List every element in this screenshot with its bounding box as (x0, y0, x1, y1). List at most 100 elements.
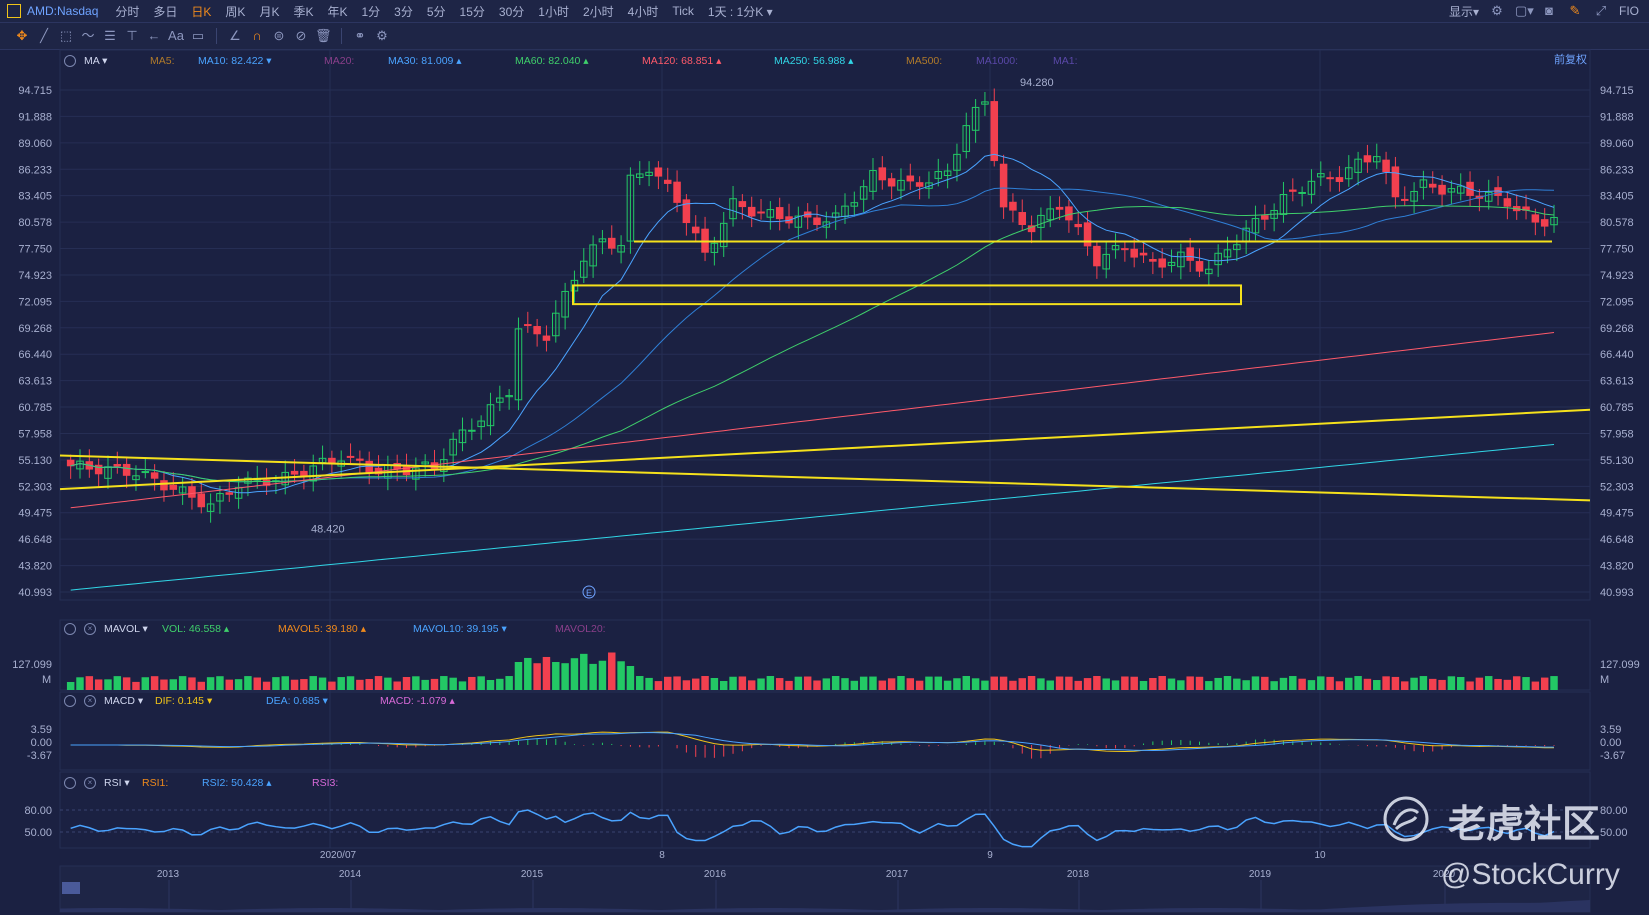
settings-icon[interactable]: ⚙ (1491, 3, 1503, 18)
volume-bar (766, 676, 775, 690)
text-tool-icon[interactable]: Aa (168, 28, 184, 43)
volume-bar (691, 678, 700, 690)
fullscreen-icon[interactable]: ⤢ (1595, 3, 1607, 18)
indicator-value: MAVOL20: (555, 623, 606, 635)
candle-body (971, 106, 980, 131)
indicator-settings-icon[interactable] (64, 623, 76, 635)
line-tool-icon[interactable]: ╱ (40, 28, 48, 43)
period-tab[interactable]: Tick (672, 4, 694, 18)
year-label: 2018 (1067, 869, 1090, 880)
navigator-handle (62, 882, 80, 894)
measure-tool-icon[interactable]: ⊤ (126, 28, 138, 43)
indicator-settings-icon[interactable] (64, 777, 76, 789)
price-tick-label: 40.993 (18, 587, 52, 599)
volume-bar (953, 678, 961, 690)
candle-body (729, 198, 737, 220)
volume-bar (66, 682, 75, 690)
candle-body (1298, 191, 1306, 194)
volume-bar (608, 652, 616, 690)
pen-icon[interactable]: ✎ (1569, 3, 1581, 18)
fib-tool-icon[interactable]: ☰ (104, 28, 116, 43)
magnet-icon[interactable]: ∩ (252, 28, 262, 43)
angle-tool-icon[interactable]: ∠ (229, 28, 241, 43)
interval-select[interactable]: 1天 : 1分K ▾ (707, 4, 773, 19)
toolbar-settings-icon[interactable]: ⚙ (376, 28, 388, 43)
period-tab[interactable]: 月K (259, 4, 280, 19)
shape-tool-icon[interactable]: ⬚ (59, 28, 73, 43)
price-tick-label: 63.613 (1600, 376, 1634, 388)
price-tick-label: 66.440 (18, 349, 52, 361)
period-tab[interactable]: 年K (327, 4, 348, 19)
indicator-settings-icon[interactable] (64, 55, 76, 67)
candle-body (1307, 180, 1316, 195)
period-tab[interactable]: 分时 (115, 4, 140, 19)
volume-bar (897, 676, 905, 690)
lock-drawings-icon[interactable]: ⊜ (273, 28, 285, 43)
high-price-label: 94.280 (1020, 77, 1054, 89)
year-label: 2019 (1249, 869, 1272, 880)
indicator-name[interactable]: MAVOL ▾ (104, 623, 148, 635)
indicator-name[interactable]: MACD ▾ (104, 695, 144, 707)
period-tab[interactable]: 季K (293, 4, 314, 19)
indicator-name[interactable]: RSI ▾ (104, 777, 130, 789)
period-tab[interactable]: 30分 (498, 4, 525, 19)
period-tab[interactable]: 5分 (426, 4, 446, 19)
period-tab[interactable]: 日K (191, 4, 212, 19)
arrow-tool-icon[interactable]: ← (147, 28, 161, 43)
period-tab[interactable]: 3分 (394, 4, 413, 19)
period-tab[interactable]: 4小时 (627, 4, 659, 19)
candle-body (206, 503, 215, 512)
candle-body (1009, 201, 1017, 211)
menu-icon[interactable] (7, 4, 21, 18)
close-indicator-icon[interactable]: × (84, 623, 96, 635)
link-icon[interactable]: ⚭ (354, 28, 366, 43)
candle-body (859, 186, 868, 200)
period-tab[interactable]: 周K (225, 4, 246, 19)
hide-drawings-icon[interactable]: ⊘ (295, 28, 307, 43)
close-indicator-icon[interactable]: × (84, 777, 96, 789)
candle-body (1018, 212, 1027, 225)
candle-body (1102, 253, 1110, 270)
volume-bar (449, 677, 457, 690)
price-tick-label: 55.130 (1600, 455, 1634, 467)
rsi-tick-label: 50.00 (1600, 827, 1628, 839)
crosshair-icon[interactable]: ✥ (16, 28, 28, 43)
volume-bar (309, 676, 317, 690)
candle-body (962, 125, 971, 152)
candle-body (925, 182, 933, 189)
delete-drawings-icon[interactable]: 🗑 (315, 28, 332, 43)
close-indicator-icon[interactable]: × (84, 695, 96, 707)
period-tab[interactable]: 2小时 (582, 4, 614, 19)
period-tab[interactable]: 多日 (153, 4, 178, 19)
candle-body (1093, 245, 1101, 267)
indicator-name[interactable]: MA ▾ (84, 55, 108, 67)
period-tab[interactable]: 1分 (361, 4, 381, 19)
layout-icon[interactable]: ▢▾ (1515, 3, 1534, 18)
fuquan-toggle[interactable]: 前复权 (1554, 54, 1587, 66)
year-label: 2016 (704, 869, 727, 880)
symbol-label[interactable]: AMD:Nasdaq (27, 4, 99, 18)
display-menu[interactable]: 显示▾ (1448, 4, 1479, 19)
volume-bar (178, 676, 187, 690)
candle-body (1074, 223, 1082, 228)
wave-tool-icon[interactable]: 〜 (81, 28, 95, 43)
volume-bar (393, 681, 401, 690)
camera-icon[interactable]: ◙ (1545, 3, 1553, 18)
candle-body (160, 480, 168, 491)
period-tab[interactable]: 1小时 (538, 4, 569, 19)
candle-body (785, 216, 793, 224)
candle-body (1186, 247, 1194, 261)
volume-bar (999, 676, 1008, 690)
year-label: 2014 (339, 869, 362, 880)
period-tab[interactable]: 15分 (459, 4, 485, 19)
indicator-value: MA60: 82.040 ▴ (515, 55, 589, 67)
volume-bar (626, 666, 635, 690)
note-tool-icon[interactable]: ▭ (191, 28, 205, 43)
candle-body (1345, 167, 1353, 180)
volume-bar (971, 678, 980, 690)
indicator-settings-icon[interactable] (64, 695, 76, 707)
fio-button[interactable]: FIO (1619, 4, 1639, 18)
candle-body (1167, 261, 1176, 266)
volume-bar (869, 676, 877, 690)
